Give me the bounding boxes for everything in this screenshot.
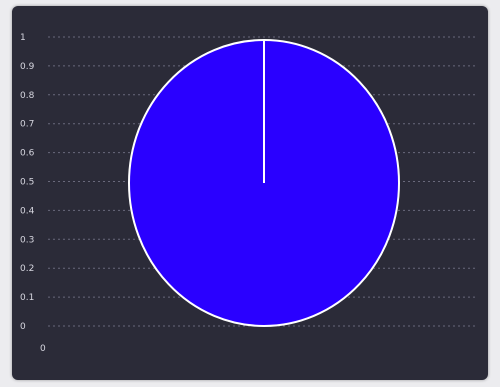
y-tick-label: 0	[20, 322, 26, 332]
pie-chart: 1 0.9 0.8 0.7 0.6 0.5 0.4 0.3 0.2 0.1 0 0	[20, 33, 478, 354]
x-tick-label: 0	[40, 344, 46, 354]
y-tick-label: 0.3	[20, 235, 34, 245]
pie-slices	[128, 39, 400, 327]
y-tick-label: 0.1	[20, 293, 34, 303]
y-tick-label: 0.4	[20, 206, 35, 216]
y-tick-label: 0.7	[20, 120, 34, 130]
x-axis-tick-labels: 0	[40, 344, 46, 354]
y-tick-label: 0.8	[20, 91, 35, 101]
y-tick-label: 0.2	[20, 264, 34, 274]
y-tick-label: 0.6	[20, 149, 35, 159]
chart-panel: 1 0.9 0.8 0.7 0.6 0.5 0.4 0.3 0.2 0.1 0 0	[12, 6, 488, 380]
y-tick-label: 0.9	[20, 62, 35, 72]
y-tick-label: 1	[20, 33, 26, 43]
y-tick-label: 0.5	[20, 178, 34, 188]
y-axis-tick-labels: 1 0.9 0.8 0.7 0.6 0.5 0.4 0.3 0.2 0.1 0	[20, 33, 35, 332]
